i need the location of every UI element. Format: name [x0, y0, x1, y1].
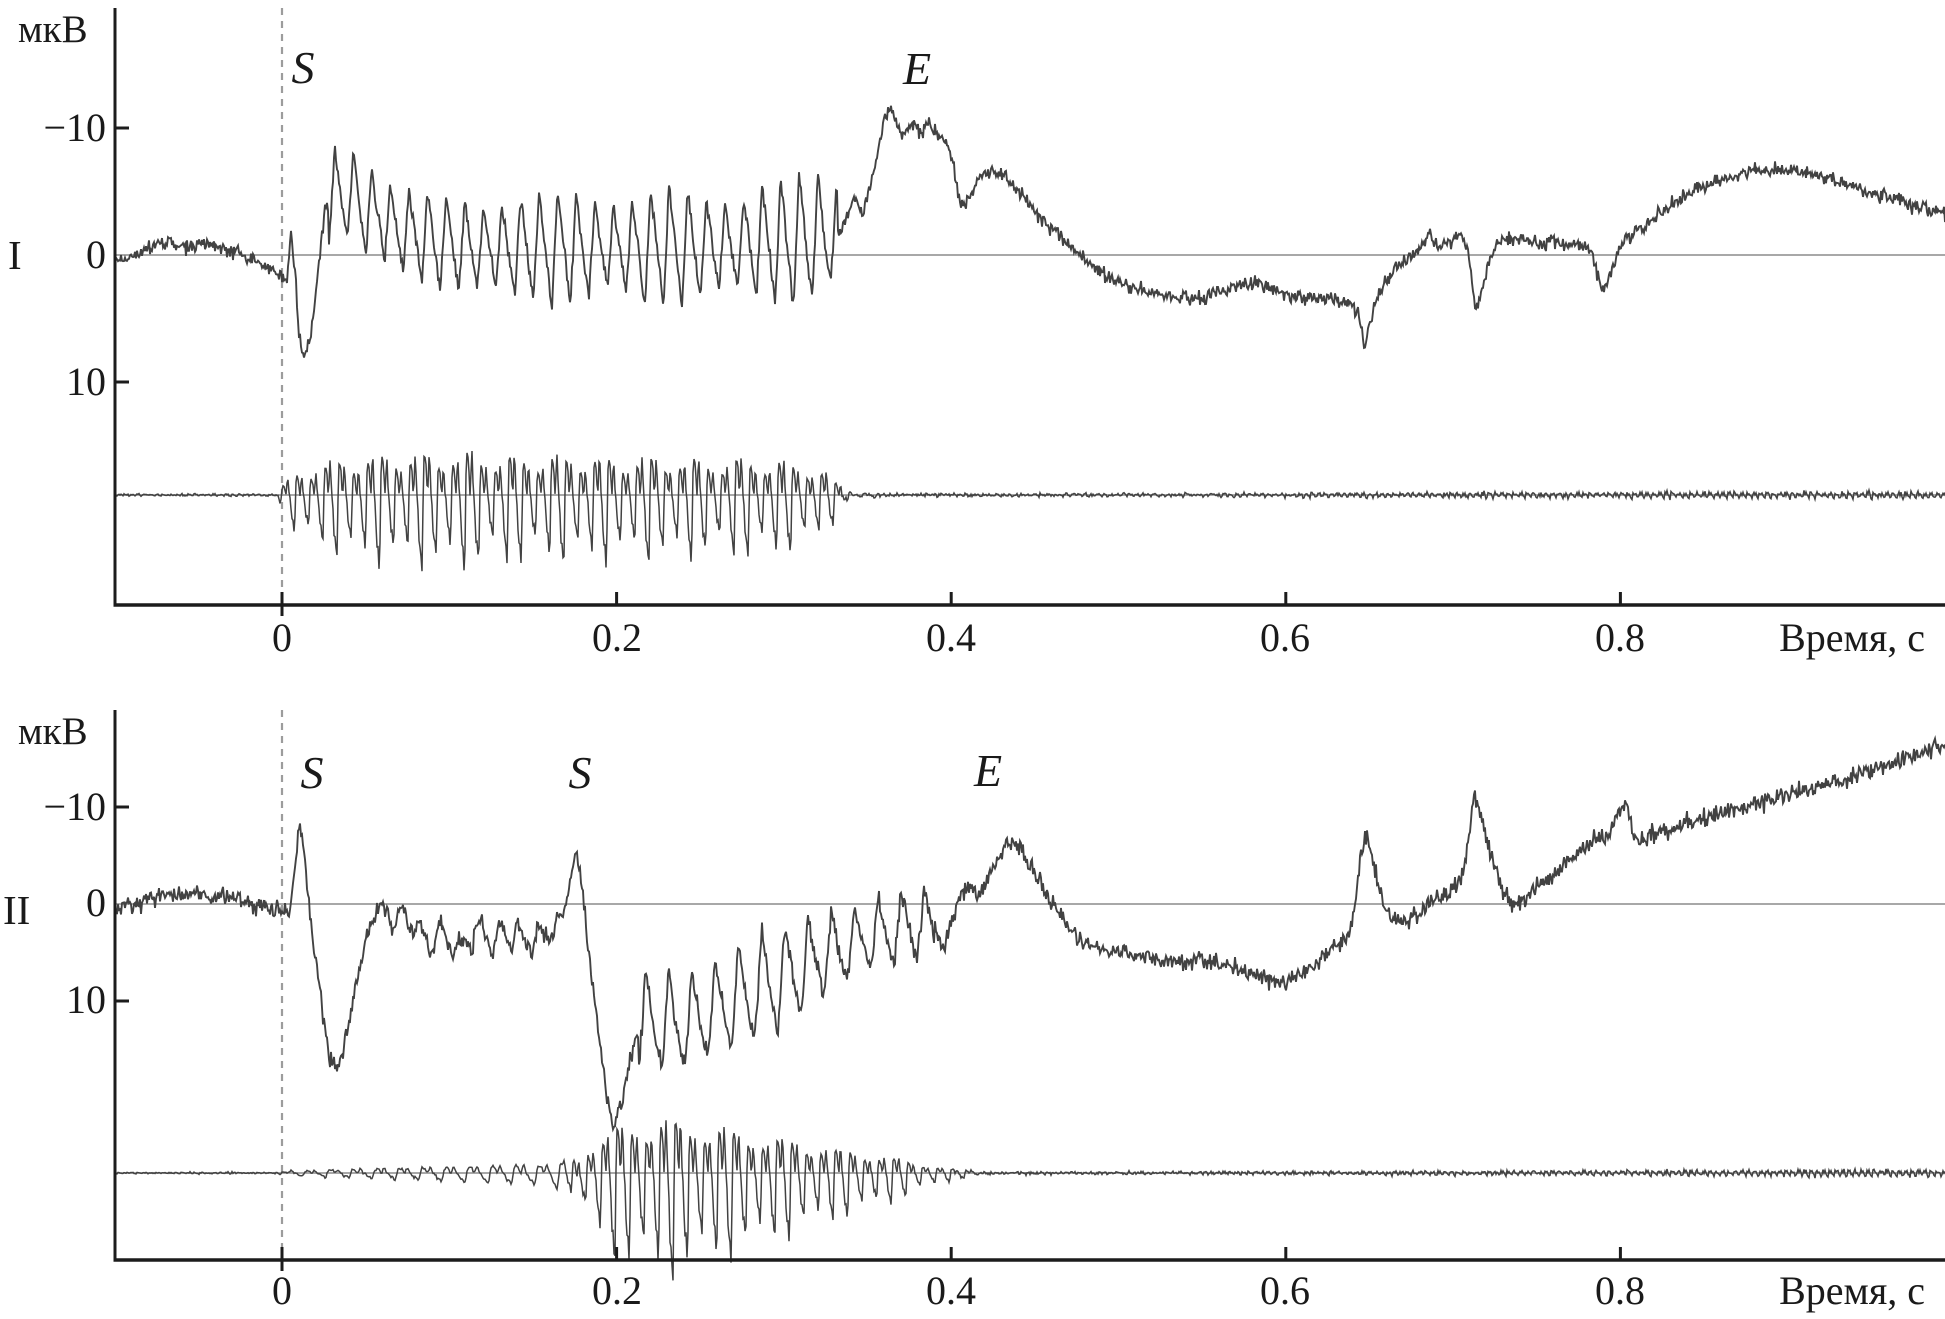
panel-1-annotation-S: S [291, 42, 315, 93]
panel-2-ytick-neg10: −10 [43, 784, 106, 829]
panel-2-annotation-E: E [973, 745, 1003, 796]
panel-1-ytick-neg10: −10 [43, 105, 106, 150]
panel-1-xtick-0_6: 0.6 [1260, 615, 1310, 660]
panel-2-y-unit: мкВ [18, 710, 88, 753]
panel-1-xtick-0_2: 0.2 [592, 615, 642, 660]
panel-1-annotation-E: E [902, 43, 932, 94]
panel-2-xtick-0_4: 0.4 [926, 1268, 976, 1313]
panel-1-xtick-0_8: 0.8 [1595, 615, 1645, 660]
panel-1-label: I [8, 232, 22, 278]
panel-2-xtick-0_8: 0.8 [1595, 1268, 1645, 1313]
panel-2-xtick-0_6: 0.6 [1260, 1268, 1310, 1313]
panel-1-y-unit: мкВ [18, 8, 88, 51]
panel-2-ytick-0: 0 [86, 880, 106, 925]
panel-2-label: II [3, 887, 31, 933]
panel-2-annotation-S1: S [300, 747, 324, 798]
panel-1-xtick-0: 0 [272, 615, 292, 660]
panel-2-ytick-10: 10 [66, 977, 106, 1022]
panel-2-x-axis-label: Время, с [1779, 1268, 1925, 1313]
panel-2-xtick-0: 0 [272, 1268, 292, 1313]
panel-1-ytick-0: 0 [86, 232, 106, 277]
panel-2-xtick-0_2: 0.2 [592, 1268, 642, 1313]
panel-1-xtick-0_4: 0.4 [926, 615, 976, 660]
panel-1-x-axis-label: Время, с [1779, 615, 1925, 660]
panel-1-ytick-10: 10 [66, 359, 106, 404]
panel-2-annotation-S2: S [568, 747, 592, 798]
